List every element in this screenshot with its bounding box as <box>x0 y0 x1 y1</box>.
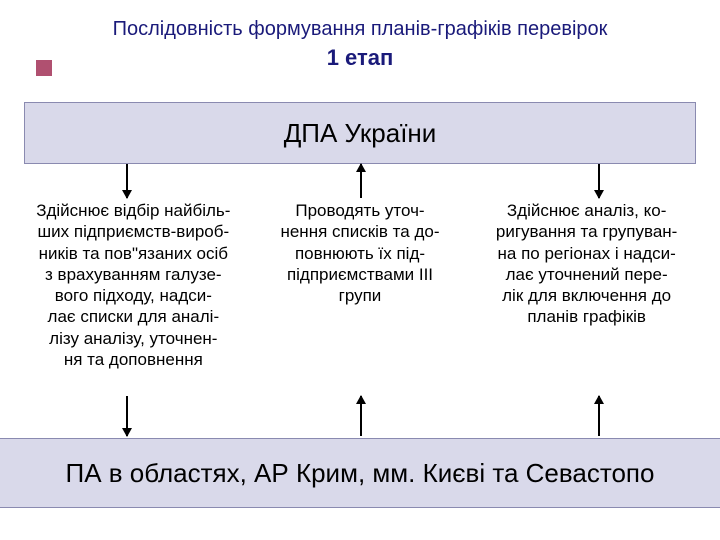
arrow-top-3 <box>598 164 600 198</box>
title-text: Послідовність формування планів-графіків… <box>0 18 720 41</box>
arrow-top-2 <box>360 164 362 198</box>
arrow-bottom-3 <box>598 396 600 436</box>
stage-label: 1 етап <box>0 45 720 71</box>
column-2: Проводять уточ-нення списків та до-повню… <box>252 200 467 370</box>
column-3-text: Здійснює аналіз, ко-ригування та групува… <box>496 201 677 326</box>
bottom-box-text: ПА в областях, АР Крим, мм. Києві та Сев… <box>66 458 655 489</box>
top-box-text: ДПА України <box>284 118 437 149</box>
title-area: Послідовність формування планів-графіків… <box>0 0 720 71</box>
column-1: Здійснює відбір найбіль-ших підприємств-… <box>26 200 241 370</box>
arrow-bottom-1 <box>126 396 128 436</box>
columns-row: Здійснює відбір найбіль-ших підприємств-… <box>0 200 720 370</box>
arrow-bottom-2 <box>360 396 362 436</box>
slide-bullet <box>36 60 52 76</box>
top-box: ДПА України <box>24 102 696 164</box>
column-3: Здійснює аналіз, ко-ригування та групува… <box>479 200 694 370</box>
bottom-box: ПА в областях, АР Крим, мм. Києві та Сев… <box>0 438 720 508</box>
column-2-text: Проводять уточ-нення списків та до-повню… <box>280 201 439 305</box>
arrow-top-1 <box>126 164 128 198</box>
column-1-text: Здійснює відбір найбіль-ших підприємств-… <box>36 201 230 369</box>
